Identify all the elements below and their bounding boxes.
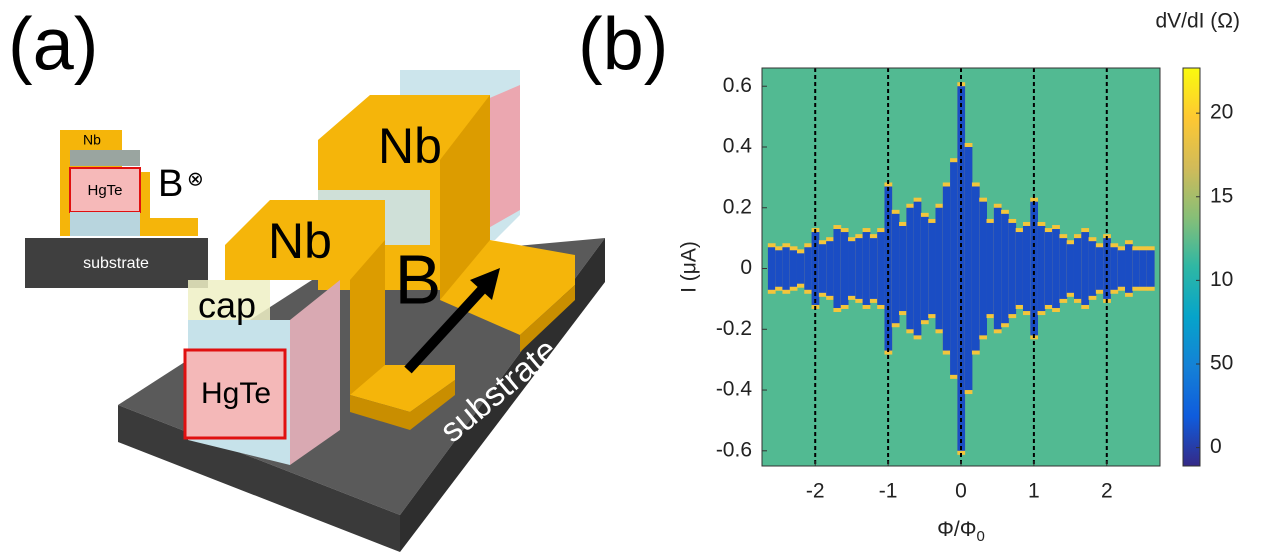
back-hgte xyxy=(485,85,520,230)
x-tick-label: 0 xyxy=(955,480,967,503)
x-tick-label: -1 xyxy=(879,480,898,503)
colorbar-tick-label: 20 xyxy=(1210,101,1233,124)
supercurrent-cell xyxy=(1089,241,1097,296)
supercurrent-cell xyxy=(782,247,790,290)
y-tick-label: 0.4 xyxy=(723,135,753,158)
x-tick-label: 1 xyxy=(1028,480,1040,503)
supercurrent-cell xyxy=(1059,238,1067,299)
supercurrent-cell xyxy=(833,229,841,308)
panel-label: (a) xyxy=(8,3,98,86)
nb-front-label: Nb xyxy=(268,213,332,269)
supercurrent-cell xyxy=(928,223,936,314)
figure: (a) Nb HgTe B ⊗ substrate xyxy=(0,0,1262,556)
nb-back-label: Nb xyxy=(378,118,442,174)
colorbar-tick-label: 15 xyxy=(1210,184,1233,207)
colorbar-title: dV/dI (Ω) xyxy=(1155,10,1240,33)
x-tick-label: -2 xyxy=(806,480,825,503)
supercurrent-cell xyxy=(877,232,885,305)
supercurrent-cell xyxy=(979,202,987,336)
inset: Nb HgTe B ⊗ substrate xyxy=(25,130,208,288)
y-tick-label: -0.6 xyxy=(716,438,752,461)
y-tick-label: 0.6 xyxy=(723,74,752,97)
supercurrent-cell xyxy=(1096,247,1104,290)
cap-label: cap xyxy=(198,285,256,326)
inset-buffer xyxy=(70,212,140,236)
supercurrent-cell xyxy=(921,217,929,320)
supercurrent-cell xyxy=(1067,244,1075,293)
inset-hgte-label: HgTe xyxy=(87,182,122,199)
supercurrent-cell xyxy=(768,247,776,290)
supercurrent-cell xyxy=(1074,238,1082,299)
supercurrent-cell xyxy=(1052,229,1060,308)
supercurrent-cell xyxy=(826,241,834,296)
supercurrent-cell xyxy=(870,238,878,299)
panel-label: (b) xyxy=(578,3,668,86)
supercurrent-cell xyxy=(775,250,783,286)
supercurrent-cell xyxy=(1125,244,1133,293)
supercurrent-cell xyxy=(943,186,951,350)
supercurrent-cell xyxy=(1103,238,1111,299)
supercurrent-cell xyxy=(1132,250,1140,286)
supercurrent-cell xyxy=(1110,247,1118,290)
supercurrent-cell xyxy=(797,253,805,283)
colorbar-tick-label: 50 xyxy=(1210,352,1233,375)
supercurrent-cell xyxy=(1140,250,1148,286)
supercurrent-cell xyxy=(1008,223,1016,314)
y-tick-label: -0.4 xyxy=(716,378,753,401)
supercurrent-cell xyxy=(804,247,812,290)
y-tick-label: 0 xyxy=(740,256,752,279)
supercurrent-cell xyxy=(994,208,1002,330)
inset-field-symbol: ⊗ xyxy=(187,168,204,190)
supercurrent-cell xyxy=(987,223,995,314)
supercurrent-cell xyxy=(950,162,958,375)
supercurrent-cell xyxy=(819,244,827,293)
supercurrent-cell xyxy=(935,208,943,330)
x-axis-label-text: Φ/Φ xyxy=(937,518,976,541)
field-label: B xyxy=(395,240,442,318)
supercurrent-cell xyxy=(1081,232,1089,305)
supercurrent-cell xyxy=(1118,250,1126,286)
supercurrent-cell xyxy=(1038,226,1046,311)
hgte-label: HgTe xyxy=(201,377,271,410)
supercurrent-cell xyxy=(965,147,973,390)
y-tick-label: -0.2 xyxy=(716,317,752,340)
x-axis-label: Φ/Φ0 xyxy=(937,518,985,545)
supercurrent-cell xyxy=(863,232,871,305)
y-axis-label: I (μA) xyxy=(678,241,701,293)
inset-nb-label: Nb xyxy=(83,132,101,148)
supercurrent-cell xyxy=(1001,214,1009,323)
colorbar xyxy=(1183,68,1200,466)
colorbar-tick-label: 10 xyxy=(1210,268,1233,291)
supercurrent-cell xyxy=(972,186,980,350)
supercurrent-cell xyxy=(790,250,798,286)
supercurrent-cell xyxy=(848,241,856,296)
inset-substrate-label: substrate xyxy=(83,255,149,272)
supercurrent-cell xyxy=(914,202,922,336)
supercurrent-cell xyxy=(841,232,849,305)
x-tick-label: 2 xyxy=(1101,480,1113,503)
supercurrent-cell xyxy=(855,238,863,299)
colorbar-tick-label: 0 xyxy=(1210,435,1222,458)
supercurrent-cell xyxy=(1023,226,1031,311)
supercurrent-cell xyxy=(1045,232,1053,305)
y-tick-label: 0.2 xyxy=(723,195,752,218)
supercurrent-cell xyxy=(1016,232,1024,305)
supercurrent-cell xyxy=(892,214,900,323)
device: Nb Nb cap HgTe B substrate xyxy=(118,70,605,552)
inset-cap xyxy=(70,150,140,166)
supercurrent-cell xyxy=(1147,250,1155,286)
supercurrent-cell xyxy=(906,208,914,330)
inset-field-label: B xyxy=(158,163,183,205)
x-axis-label-subscript: 0 xyxy=(977,528,985,545)
supercurrent-cell xyxy=(899,226,907,311)
